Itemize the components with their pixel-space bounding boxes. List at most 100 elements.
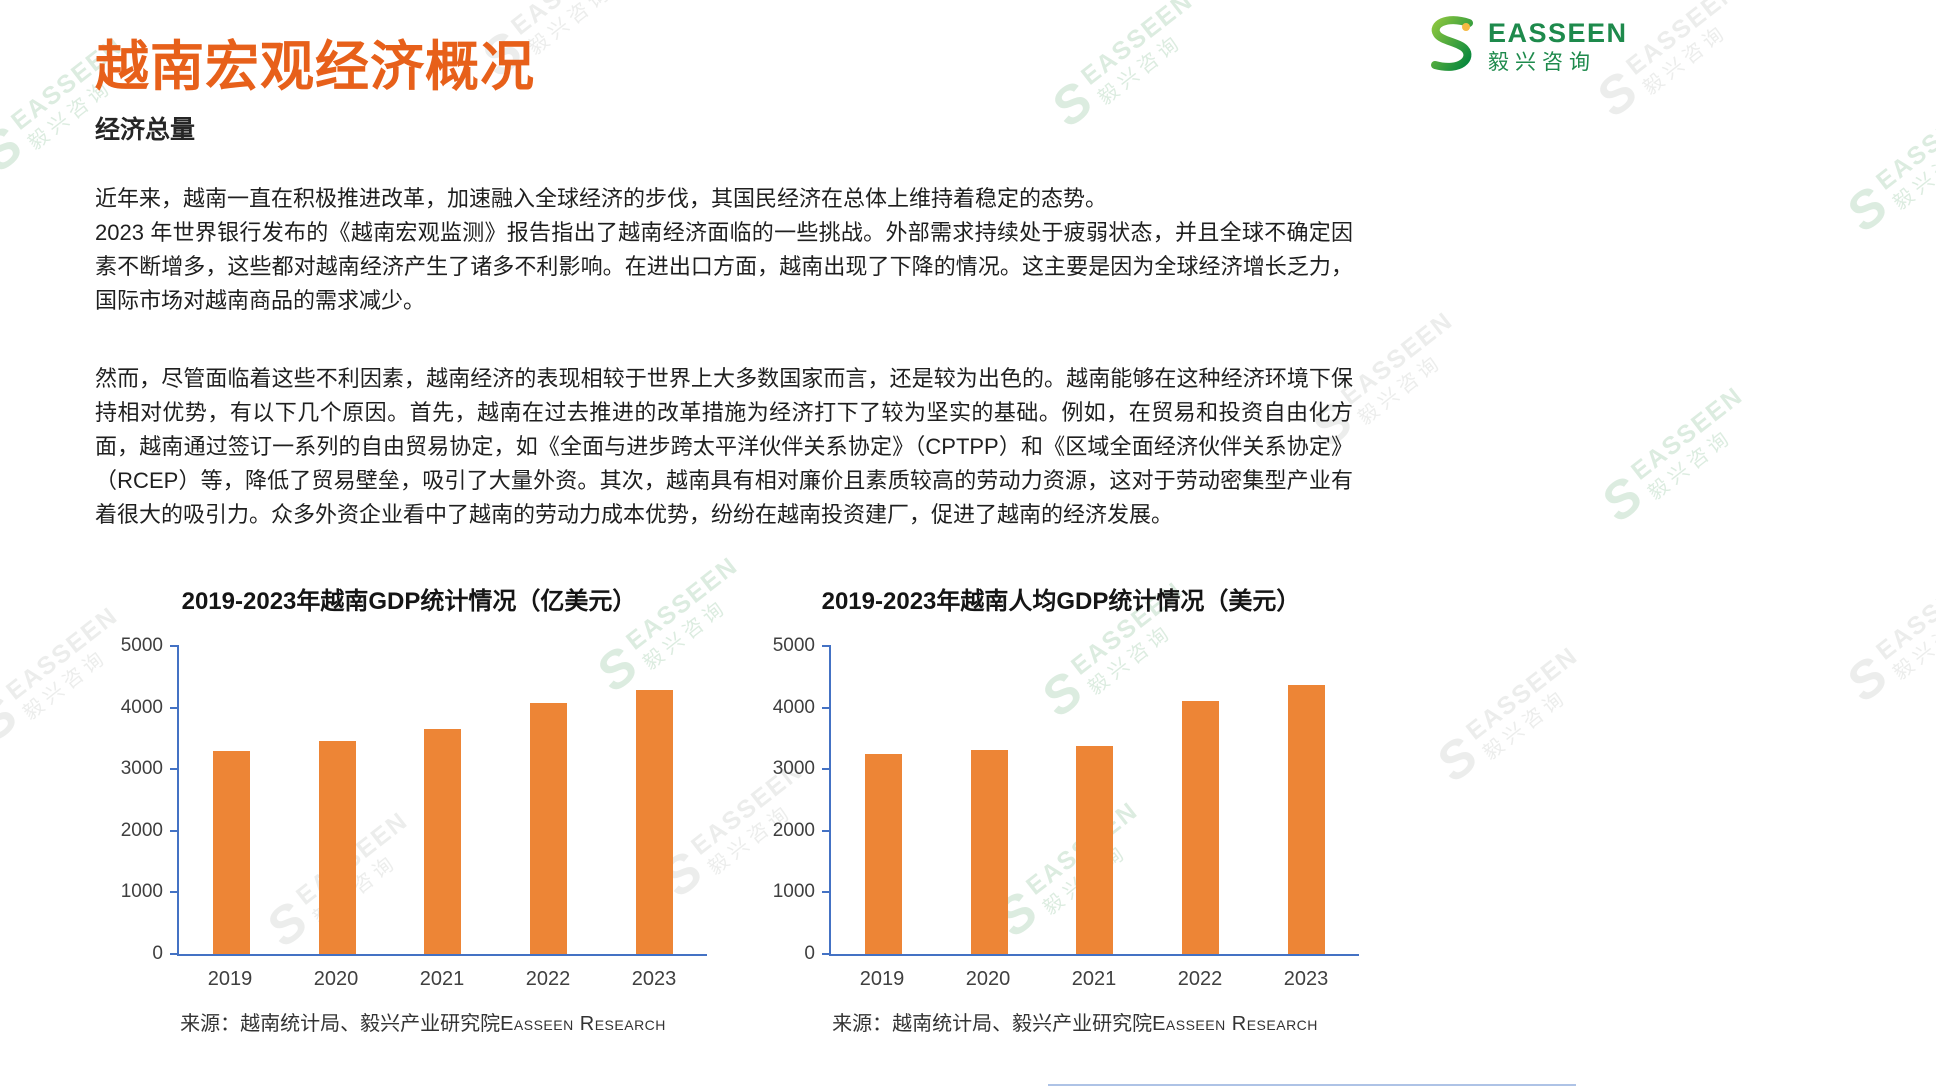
y-tick-label: 0 [152, 943, 163, 964]
watermark-s-icon: S [1425, 726, 1489, 794]
watermark-s-icon: S [1590, 466, 1654, 534]
logo-brand-en: EASSEEN [1488, 17, 1628, 48]
watermark-s-icon: S [1835, 646, 1899, 714]
bar-2020 [970, 750, 1008, 954]
bar-2022 [1182, 700, 1220, 954]
gdp-total-x-axis: 2019 2020 2021 2022 2023 [177, 968, 707, 991]
x-tick-label: 2019 [859, 968, 905, 990]
x-tick-label: 2021 [419, 968, 465, 990]
bar-slot [831, 646, 937, 954]
bar-slot [601, 646, 707, 954]
y-tick-label: 3000 [772, 758, 815, 780]
y-tick-mark [170, 706, 179, 709]
watermark-brand-cn: 毅兴咨询 [1889, 605, 1936, 685]
x-tick-label: 2022 [525, 968, 571, 990]
y-tick-mark [822, 953, 831, 955]
y-tick-label: 1000 [772, 881, 815, 903]
bottom-divider-line [1048, 1084, 1576, 1086]
y-tick-mark [822, 645, 831, 647]
y-tick-mark [822, 829, 831, 832]
bar-slot [1042, 646, 1148, 954]
x-tick-label: 2019 [207, 968, 253, 990]
bar-2022 [530, 702, 568, 954]
bar-2021 [424, 729, 462, 954]
x-tick-label: 2023 [1283, 968, 1329, 990]
watermark-s-icon: S [1040, 71, 1104, 139]
chart-title-gdp-total: 2019-2023年越南GDP统计情况（亿美元） [181, 588, 637, 615]
bar-2023 [1287, 684, 1325, 954]
y-tick-label: 2000 [772, 819, 815, 841]
paragraph1-line1: 近年来，越南一直在积极推进改革，加速融入全球经济的步伐，其国民经济在总体上维持着… [95, 186, 1108, 211]
bar-2021 [1076, 746, 1114, 954]
bar-2019 [213, 750, 251, 954]
watermark-s-icon: S [0, 686, 29, 754]
y-tick-mark [170, 891, 179, 894]
x-tick-label: 2021 [1071, 968, 1117, 990]
watermark-brand-cn: 毅兴咨询 [1479, 685, 1572, 765]
y-tick-label: 2000 [120, 819, 163, 841]
watermark-brand-en: EASSEEN [1076, 0, 1199, 91]
source-text: 来源：越南统计局、毅兴产业研究院 [180, 1013, 501, 1035]
watermark-s-icon: S [0, 116, 34, 184]
y-tick-label: 5000 [120, 635, 163, 656]
watermark-brand-en: EASSEEN [1461, 641, 1584, 746]
y-tick-label: 5000 [772, 635, 815, 656]
watermark-brand-en: EASSEEN [1871, 91, 1936, 196]
paragraph1-rest: 2023 年世界银行发布的《越南宏观监测》报告指出了越南经济面临的一些挑战。外部… [95, 220, 1353, 313]
watermark-s-icon: S [1835, 176, 1899, 244]
bar-slot [285, 646, 391, 954]
y-tick-mark [822, 891, 831, 894]
x-tick-label: 2023 [631, 968, 677, 990]
watermark-brand-cn: 毅兴咨询 [1354, 350, 1447, 430]
easseen-s-icon [1424, 14, 1478, 79]
watermark-brand-cn: 毅兴咨询 [524, 0, 617, 60]
y-tick-mark [170, 645, 179, 647]
y-tick-mark [170, 953, 179, 955]
y-tick-mark [822, 768, 831, 771]
x-tick-label: 2020 [313, 968, 359, 990]
gdp-total-plot-area: 0 1000 2000 3000 4000 5000 [121, 635, 707, 964]
y-tick-label: 3000 [120, 758, 163, 780]
paragraph-economy-strengths: 然而，尽管面临着这些不利因素，越南经济的表现相较于世界上大多数国家而言，还是较为… [95, 366, 1353, 527]
logo-brand-cn: 毅兴咨询 [1488, 51, 1596, 75]
page-title: 越南宏观经济概况 [95, 37, 535, 97]
watermark-brand-en: EASSEEN [1621, 0, 1744, 81]
y-tick-mark [170, 768, 179, 771]
bar-slot [1253, 646, 1359, 954]
watermark-brand-en: EASSEEN [1626, 381, 1749, 486]
y-tick-label: 4000 [120, 696, 163, 718]
x-tick-label: 2022 [1177, 968, 1223, 990]
chart-title-gdp-per-capita: 2019-2023年越南人均GDP统计情况（美元） [821, 588, 1301, 615]
gdp-total-source-note: 来源：越南统计局、毅兴产业研究院Easseen Research [143, 1007, 703, 1036]
source-text: 来源：越南统计局、毅兴产业研究院 [832, 1013, 1153, 1035]
y-tick-mark [822, 706, 831, 709]
y-tick-mark [170, 829, 179, 832]
watermark-brand-cn: 毅兴咨询 [1094, 30, 1187, 110]
gdp-per-capita-source-note: 来源：越南统计局、毅兴产业研究院Easseen Research [795, 1007, 1355, 1036]
paragraph-economy-challenges: 近年来，越南一直在积极推进改革，加速融入全球经济的步伐，其国民经济在总体上维持着… [95, 182, 1353, 318]
y-tick-label: 4000 [772, 696, 815, 718]
watermark-brand-en: EASSEEN [1871, 561, 1936, 666]
easseen-logo: EASSEEN 毅兴咨询 [1424, 14, 1628, 79]
bar-slot [496, 646, 602, 954]
x-tick-label: 2020 [965, 968, 1011, 990]
bar-slot [1148, 646, 1254, 954]
bar-2023 [635, 689, 673, 954]
watermark-brand-cn: 毅兴咨询 [1644, 425, 1737, 505]
bar-slot [390, 646, 496, 954]
gdp-per-capita-x-axis: 2019 2020 2021 2022 2023 [829, 968, 1359, 991]
gdp-total-chart: 2019-2023年越南GDP统计情况（亿美元） 0 1000 2000 3000 40… [103, 586, 715, 1036]
bar-slot [937, 646, 1043, 954]
watermark-brand-cn: 毅兴咨询 [19, 645, 112, 725]
section-heading: 经济总量 [95, 116, 196, 144]
bar-2020 [318, 741, 356, 954]
y-tick-label: 0 [804, 943, 815, 964]
watermark-brand-cn: 毅兴咨询 [1639, 20, 1732, 100]
bar-slot [179, 646, 285, 954]
